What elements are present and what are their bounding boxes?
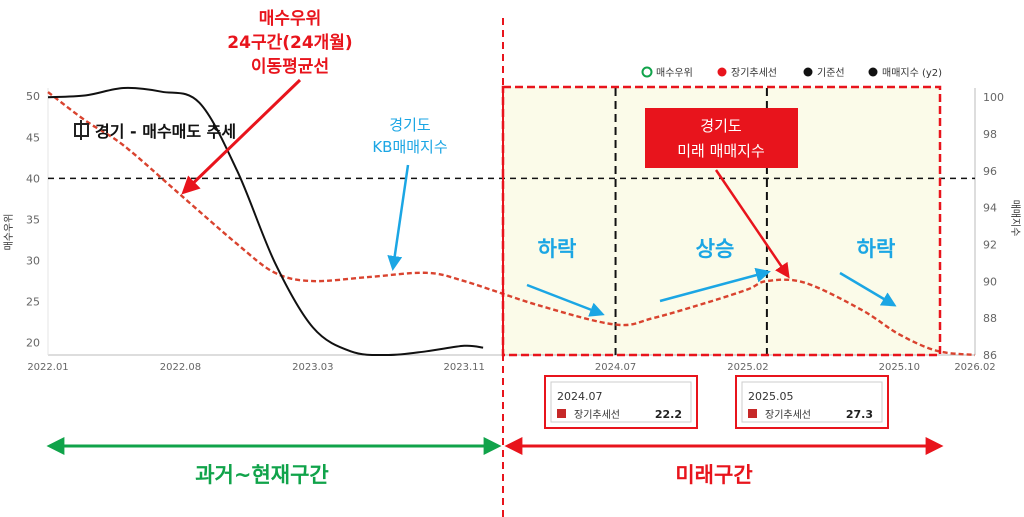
y2-tick-label: 94 (983, 202, 997, 215)
y-tick-label: 35 (26, 213, 40, 226)
y2-axis-title: 매매지수 (1009, 200, 1021, 237)
future-region-border (501, 85, 942, 357)
legend-label-trend: 장기추세선 (731, 67, 777, 79)
x-tick-label: 2024.07 (595, 362, 636, 373)
annotation-red-line1: 매수우위 (259, 9, 322, 29)
tooltip-1-series: 장기추세선 (574, 409, 620, 421)
tooltip-2-swatch (748, 409, 757, 418)
annotation-red-line2: 24구간(24개월) (227, 33, 352, 53)
tooltip-1-swatch (557, 409, 566, 418)
annotation-kb-line1: 경기도 (389, 116, 431, 134)
chart-title: 경기 - 매수매도 추세 (95, 122, 236, 141)
label-future-period: 미래구간 (675, 463, 752, 487)
y2-tick-labels: 86 88 90 92 94 96 98 100 (983, 91, 1004, 362)
y2-tick-label: 98 (983, 128, 997, 141)
legend-marker-trend (717, 67, 727, 77)
tooltip-2-series: 장기추세선 (765, 409, 811, 421)
tooltip-2025-05: 2025.05 장기추세선 27.3 (735, 375, 889, 429)
legend-label-buy: 매수우위 (656, 66, 693, 79)
arrow-red-future (714, 169, 790, 279)
future-box-line1: 경기도 (700, 117, 742, 135)
x-tick-label: 2023.03 (292, 362, 333, 373)
x-tick-label: 2023.11 (444, 362, 485, 373)
arrow-rise (659, 267, 771, 303)
legend-label-index: 매매지수 (y2) (882, 67, 942, 79)
y2-tick-label: 88 (983, 312, 997, 325)
y-axis-title: 매수우위 (2, 214, 15, 251)
y-tick-label: 40 (26, 172, 40, 185)
legend-label-base: 기준선 (817, 67, 845, 79)
arrow-fall-1 (526, 283, 605, 317)
x-tick-label: 2025.02 (727, 362, 768, 373)
x-tick-label: 2022.01 (27, 362, 68, 373)
annotation-kb-index: 경기도 KB매매지수 (372, 116, 448, 271)
y2-tick-label: 92 (983, 239, 997, 252)
tooltip-1-value: 22.2 (655, 408, 682, 421)
arrow-red-to-trend (181, 78, 302, 195)
y-tick-label: 45 (26, 131, 40, 144)
future-box-line2: 미래 매매지수 (677, 142, 765, 160)
y-tick-labels: 20 25 30 35 40 45 50 (26, 90, 40, 349)
x-tick-label: 2022.08 (160, 362, 201, 373)
label-fall-2: 하락 (857, 237, 896, 261)
tooltip-2-date: 2025.05 (748, 390, 794, 403)
tooltip-1-date: 2024.07 (557, 390, 603, 403)
label-rise: 상승 (696, 237, 735, 261)
y-tick-label: 25 (26, 296, 40, 309)
y2-tick-label: 86 (983, 349, 997, 362)
legend-marker-buy (641, 66, 653, 78)
annotation-kb-line2: KB매매지수 (372, 138, 447, 156)
tooltip-2024-07: 2024.07 장기추세선 22.2 (544, 375, 698, 429)
legend-marker-base (803, 67, 813, 77)
arrow-blue-kb (387, 164, 410, 271)
y-tick-label: 20 (26, 337, 40, 350)
tooltip-2-value: 27.3 (846, 408, 873, 421)
legend: 매수우위 장기추세선 기준선 매매지수 (y2) (641, 66, 942, 79)
y2-tick-label: 96 (983, 165, 997, 178)
x-tick-label: 2025.10 (879, 362, 920, 373)
label-fall-1: 하락 (538, 237, 577, 261)
annotation-future-index: 경기도 미래 매매지수 (645, 108, 798, 279)
annotation-red-line3: 이동평균선 (251, 57, 329, 77)
y-tick-label: 50 (26, 90, 40, 103)
y2-tick-label: 100 (983, 91, 1004, 104)
y-tick-label: 30 (26, 255, 40, 268)
series-index-line (47, 86, 484, 357)
label-past-period: 과거~현재구간 (195, 463, 329, 487)
series-trend-line (47, 91, 976, 357)
legend-marker-index (868, 67, 878, 77)
y2-tick-label: 90 (983, 275, 997, 288)
x-tick-label: 2026.02 (954, 362, 995, 373)
chart-title-group: 경기 - 매수매도 추세 (74, 120, 236, 141)
future-index-box (645, 108, 798, 168)
annotation-moving-average: 매수우위 24구간(24개월) 이동평균선 (181, 9, 353, 195)
arrow-fall-2 (839, 271, 897, 307)
x-tick-labels: 2022.01 2022.08 2023.03 2023.11 2024.07 2025.… (27, 362, 995, 373)
